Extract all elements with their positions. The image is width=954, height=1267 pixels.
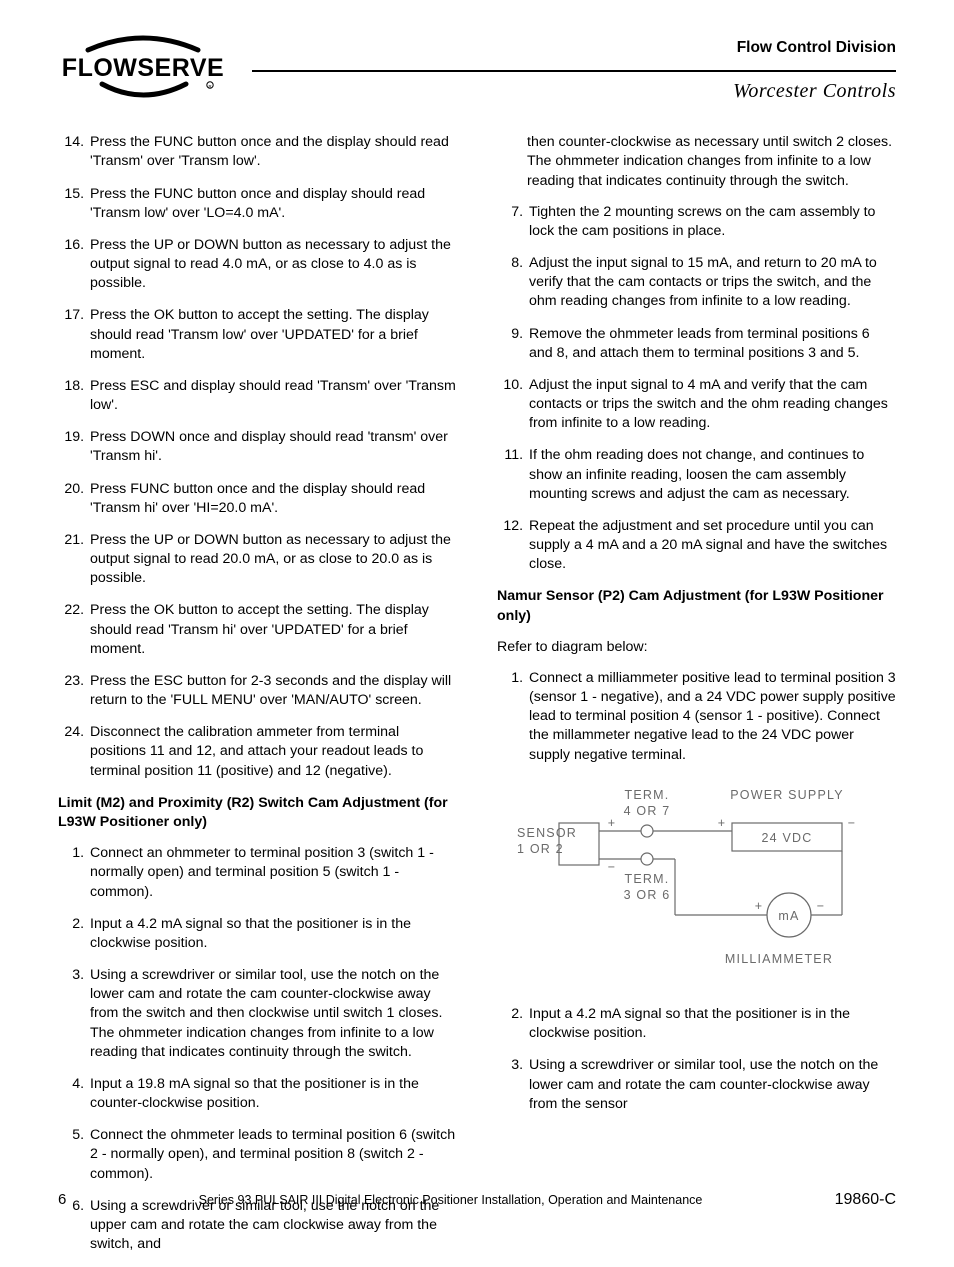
left-column: Press the FUNC button once and the displ… <box>58 133 457 1267</box>
list-item: Tighten the 2 mounting screws on the cam… <box>527 203 896 241</box>
subtitle-label: Worcester Controls <box>252 78 896 105</box>
svg-text:1 OR 2: 1 OR 2 <box>517 842 564 856</box>
content-columns: Press the FUNC button once and the displ… <box>58 133 896 1267</box>
svg-text:POWER SUPPLY: POWER SUPPLY <box>730 788 844 802</box>
svg-text:TERM.: TERM. <box>625 788 670 802</box>
section-heading-limit: Limit (M2) and Proximity (R2) Switch Cam… <box>58 794 457 832</box>
list-item: Press the OK button to accept the settin… <box>88 601 457 659</box>
svg-text:−: − <box>848 816 857 830</box>
footer-title: Series 93 PULSAIR III Digital Electronic… <box>199 1192 703 1209</box>
list-item: Connect the ohmmeter leads to terminal p… <box>88 1126 457 1184</box>
company-logo: FLOWSERVE R <box>58 32 228 108</box>
svg-text:−: − <box>608 860 617 874</box>
svg-text:mA: mA <box>778 909 799 923</box>
svg-text:R: R <box>208 84 211 89</box>
page-footer: 6 Series 93 PULSAIR III Digital Electron… <box>58 1189 896 1211</box>
main-list-left: Press the FUNC button once and the displ… <box>58 133 457 781</box>
list-item: Press DOWN once and display should read … <box>88 428 457 466</box>
list-item: Using a screwdriver or similar tool, use… <box>88 966 457 1062</box>
list-item: Connect an ohmmeter to terminal position… <box>88 844 457 902</box>
list-item: Adjust the input signal to 15 mA, and re… <box>527 254 896 312</box>
list-item: Using a screwdriver or similar tool, use… <box>527 1056 896 1114</box>
section-heading-namur: Namur Sensor (P2) Cam Adjustment (for L9… <box>497 587 896 625</box>
svg-text:TERM.: TERM. <box>625 872 670 886</box>
namur-list-post: Input a 4.2 mA signal so that the positi… <box>497 1005 896 1114</box>
wiring-diagram: TERM. 4 OR 7 POWER SUPPLY SENSOR 1 OR 2 24 VD… <box>507 785 896 981</box>
list-item: Press FUNC button once and the display s… <box>88 480 457 518</box>
list-item: Input a 4.2 mA signal so that the positi… <box>88 915 457 953</box>
list-item: Press the UP or DOWN button as necessary… <box>88 236 457 294</box>
svg-text:4 OR 7: 4 OR 7 <box>624 804 671 818</box>
continuation-para: then counter-clockwise as necessary unti… <box>527 133 896 191</box>
list-item: Disconnect the calibration ammeter from … <box>88 723 457 781</box>
refer-para: Refer to diagram below: <box>497 638 896 657</box>
list-item: Press the FUNC button once and the displ… <box>88 133 457 171</box>
list-item: Repeat the adjustment and set procedure … <box>527 517 896 575</box>
list-item: Press the FUNC button once and display s… <box>88 185 457 223</box>
header-rule <box>252 70 896 72</box>
list-item: Press the ESC button for 2-3 seconds and… <box>88 672 457 710</box>
svg-text:FLOWSERVE: FLOWSERVE <box>62 54 224 82</box>
list-item: Input a 19.8 mA signal so that the posit… <box>88 1075 457 1113</box>
svg-text:SENSOR: SENSOR <box>517 826 577 840</box>
svg-text:+: + <box>718 816 727 830</box>
list-item: Press ESC and display should read 'Trans… <box>88 377 457 415</box>
list-item: Connect a milliammeter positive lead to … <box>527 669 896 765</box>
page-number: 6 <box>58 1190 66 1210</box>
svg-text:+: + <box>755 899 764 913</box>
doc-number: 19860-C <box>835 1189 896 1211</box>
right-column: then counter-clockwise as necessary unti… <box>497 133 896 1267</box>
list-item: Press the UP or DOWN button as necessary… <box>88 531 457 589</box>
list-item: Remove the ohmmeter leads from terminal … <box>527 325 896 363</box>
svg-text:−: − <box>817 899 826 913</box>
svg-text:MILLIAMMETER: MILLIAMMETER <box>725 952 833 966</box>
svg-text:+: + <box>608 816 617 830</box>
list-item: Press the OK button to accept the settin… <box>88 306 457 364</box>
svg-text:24 VDC: 24 VDC <box>762 831 813 845</box>
svg-text:3 OR 6: 3 OR 6 <box>624 888 671 902</box>
division-label: Flow Control Division <box>228 38 896 59</box>
list-item: Input a 4.2 mA signal so that the positi… <box>527 1005 896 1043</box>
list-item: Adjust the input signal to 4 mA and veri… <box>527 376 896 434</box>
namur-list-pre: Connect a milliammeter positive lead to … <box>497 669 896 765</box>
main-list-right: Tighten the 2 mounting screws on the cam… <box>497 203 896 575</box>
list-item: If the ohm reading does not change, and … <box>527 446 896 504</box>
